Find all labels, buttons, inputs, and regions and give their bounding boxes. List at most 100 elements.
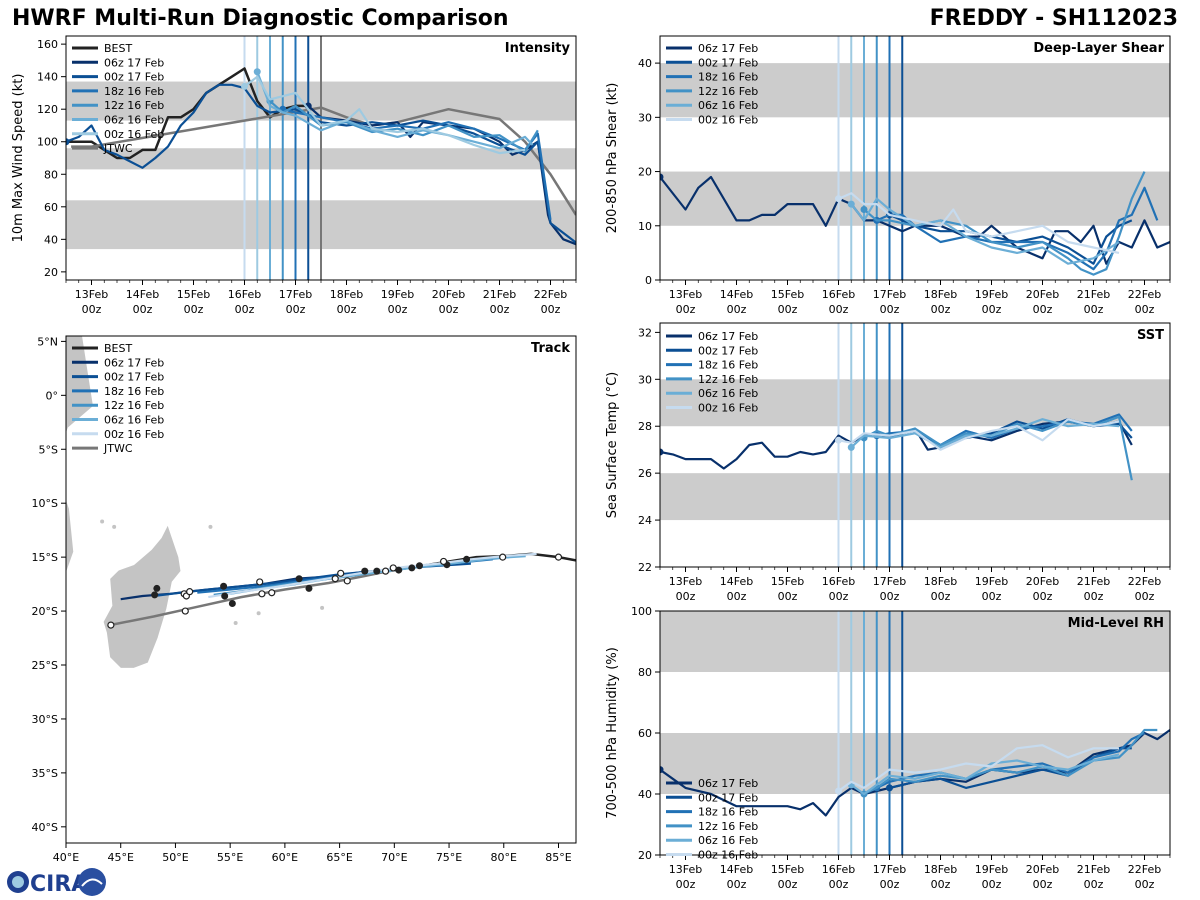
rh-legend-label: 06z 16 Feb bbox=[698, 834, 758, 847]
shear-legend-label: 06z 17 Feb bbox=[698, 42, 758, 55]
rh-x-tick-label: 14Feb bbox=[720, 863, 753, 876]
shear-x-tick-label: 00z bbox=[778, 303, 798, 316]
rh-y-tick-label: 40 bbox=[638, 788, 652, 801]
track-y-tick-label: 15°S bbox=[32, 551, 58, 564]
shear-series-line bbox=[660, 175, 1170, 265]
track-x-tick-label: 45°E bbox=[107, 851, 133, 864]
track-legend-label: 06z 17 Feb bbox=[104, 356, 164, 369]
track-y-tick-label: 30°S bbox=[32, 713, 58, 726]
intensity-x-tick-label: 00z bbox=[541, 303, 561, 316]
track-y-tick-label: 25°S bbox=[32, 659, 58, 672]
intensity-y-tick-label: 20 bbox=[44, 266, 58, 279]
rh-x-tick-label: 13Feb bbox=[669, 863, 702, 876]
track-position-marker bbox=[463, 555, 471, 563]
intensity-y-tick-label: 140 bbox=[37, 71, 58, 84]
shear-x-tick-label: 17Feb bbox=[873, 288, 906, 301]
shear-band bbox=[660, 63, 1170, 118]
track-x-tick-label: 85°E bbox=[545, 851, 571, 864]
rh-x-tick-label: 17Feb bbox=[873, 863, 906, 876]
shear-legend-label: 12z 16 Feb bbox=[698, 85, 758, 98]
sst-y-tick-label: 24 bbox=[638, 514, 652, 527]
rh-x-tick-label: 00z bbox=[1084, 878, 1104, 891]
rh-x-tick-label: 00z bbox=[778, 878, 798, 891]
sst-legend-label: 06z 16 Feb bbox=[698, 387, 758, 400]
shear-x-tick-label: 13Feb bbox=[669, 288, 702, 301]
track-y-tick-label: 5°N bbox=[37, 335, 58, 348]
track-position-marker bbox=[258, 590, 266, 598]
shear-x-tick-label: 21Feb bbox=[1077, 288, 1110, 301]
track-y-tick-label: 20°S bbox=[32, 605, 58, 618]
intensity-x-tick-label: 00z bbox=[184, 303, 204, 316]
island bbox=[100, 519, 105, 524]
intensity-series-start-marker bbox=[253, 68, 261, 76]
intensity-series-line bbox=[256, 71, 534, 150]
intensity-series-start-marker bbox=[66, 138, 70, 146]
sst-panel-title: SST bbox=[1137, 328, 1164, 343]
track-y-tick-label: 40°S bbox=[32, 821, 58, 834]
sst-x-tick-label: 15Feb bbox=[771, 575, 804, 588]
intensity-series-line bbox=[243, 75, 526, 155]
sst-y-tick-label: 30 bbox=[638, 373, 652, 386]
sst-legend-label: 00z 16 Feb bbox=[698, 402, 758, 415]
intensity-y-tick-label: 80 bbox=[44, 168, 58, 181]
intensity-y-axis-label: 10m Max Wind Speed (kt) bbox=[11, 74, 26, 243]
shear-series-line bbox=[850, 197, 1120, 265]
sst-legend-label: 18z 16 Feb bbox=[698, 359, 758, 372]
intensity-legend-label: 06z 17 Feb bbox=[104, 56, 164, 69]
track-position-marker bbox=[439, 557, 448, 566]
track-legend-label: JTWC bbox=[103, 442, 133, 455]
intensity-x-tick-label: 00z bbox=[286, 303, 306, 316]
sst-x-tick-label: 16Feb bbox=[822, 575, 855, 588]
intensity-x-tick-label: 15Feb bbox=[177, 288, 210, 301]
sst-band bbox=[660, 473, 1170, 521]
intensity-x-tick-label: 00z bbox=[439, 303, 459, 316]
sst-series-start-marker bbox=[835, 436, 842, 444]
intensity-x-tick-label: 00z bbox=[490, 303, 510, 316]
rh-legend-label: 12z 16 Feb bbox=[698, 820, 758, 833]
intensity-y-tick-label: 40 bbox=[44, 233, 58, 246]
shear-x-tick-label: 00z bbox=[982, 303, 1002, 316]
shear-x-tick-label: 00z bbox=[829, 303, 849, 316]
track-position-marker bbox=[343, 577, 351, 585]
sst-x-tick-label: 00z bbox=[778, 590, 798, 603]
shear-y-tick-label: 20 bbox=[638, 166, 652, 179]
intensity-x-tick-label: 00z bbox=[388, 303, 408, 316]
intensity-legend-label: 00z 17 Feb bbox=[104, 71, 164, 84]
intensity-legend-label: 12z 16 Feb bbox=[104, 99, 164, 112]
intensity-x-tick-label: 21Feb bbox=[483, 288, 516, 301]
cira-logo: CIRA bbox=[7, 868, 106, 897]
rh-x-tick-label: 00z bbox=[880, 878, 900, 891]
intensity-legend-label: BEST bbox=[104, 42, 132, 55]
rh-y-tick-label: 100 bbox=[631, 605, 652, 618]
sst-x-tick-label: 18Feb bbox=[924, 575, 957, 588]
rh-x-tick-label: 00z bbox=[829, 878, 849, 891]
track-y-tick-label: 0° bbox=[46, 389, 59, 402]
rh-plot-area bbox=[660, 611, 1170, 855]
sst-x-tick-label: 22Feb bbox=[1128, 575, 1161, 588]
intensity-x-tick-label: 17Feb bbox=[279, 288, 312, 301]
sst-plot-area bbox=[660, 323, 1170, 567]
sst-y-tick-label: 28 bbox=[638, 420, 652, 433]
rh-legend-label: 00z 17 Feb bbox=[698, 791, 758, 804]
rh-x-tick-label: 00z bbox=[1135, 878, 1155, 891]
track-legend-label: 12z 16 Feb bbox=[104, 399, 164, 412]
track-position-marker bbox=[499, 553, 507, 561]
shear-y-tick-label: 40 bbox=[638, 57, 652, 70]
shear-x-tick-label: 00z bbox=[1033, 303, 1053, 316]
intensity-x-tick-label: 16Feb bbox=[228, 288, 261, 301]
sst-x-tick-label: 19Feb bbox=[975, 575, 1008, 588]
intensity-legend-label: 00z 16 Feb bbox=[104, 128, 164, 141]
track-position-marker bbox=[295, 575, 303, 583]
rh-x-tick-label: 00z bbox=[727, 878, 747, 891]
storm-identifier: FREDDY - SH112023 bbox=[929, 6, 1178, 31]
sst-series-start-marker bbox=[660, 448, 664, 456]
sst-legend-label: 06z 17 Feb bbox=[698, 330, 758, 343]
track-x-tick-label: 65°E bbox=[326, 851, 352, 864]
track-y-tick-label: 35°S bbox=[32, 767, 58, 780]
rh-x-tick-label: 20Feb bbox=[1026, 863, 1059, 876]
shear-x-tick-label: 22Feb bbox=[1128, 288, 1161, 301]
intensity-series-start-marker bbox=[241, 82, 248, 90]
intensity-series-line bbox=[71, 106, 576, 216]
africa-coastline bbox=[66, 336, 94, 574]
shear-x-tick-label: 14Feb bbox=[720, 288, 753, 301]
